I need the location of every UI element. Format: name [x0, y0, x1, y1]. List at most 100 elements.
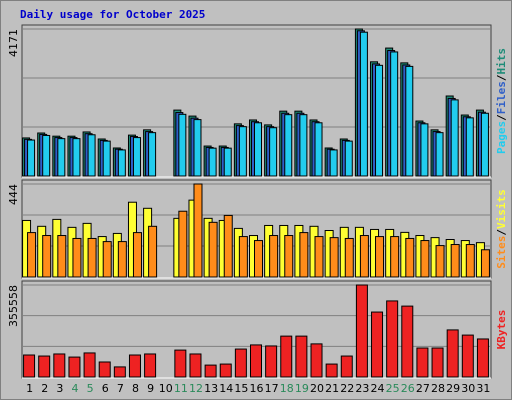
- bar: [223, 147, 232, 177]
- legend-separator: /: [495, 74, 508, 81]
- bar: [280, 335, 293, 378]
- bar: [435, 245, 445, 278]
- bar: [87, 237, 97, 278]
- bar: [401, 305, 414, 378]
- bar: [465, 117, 474, 177]
- bar: [254, 240, 263, 278]
- bar: [72, 138, 81, 177]
- bar: [102, 241, 112, 278]
- x-tick-label: 22: [340, 382, 354, 395]
- x-tick-label: 9: [147, 382, 154, 395]
- legend-entry: Pages: [495, 121, 508, 154]
- bar: [254, 122, 262, 177]
- bar: [53, 353, 66, 378]
- x-tick-label: 1: [26, 382, 33, 395]
- bar: [480, 112, 489, 177]
- bar: [87, 134, 96, 177]
- x-tick-label: 3: [56, 382, 63, 395]
- legend-entry: Hits: [495, 48, 508, 75]
- x-tick-label: 19: [295, 382, 309, 395]
- bar: [375, 236, 385, 278]
- bar: [238, 126, 247, 177]
- bar: [234, 348, 247, 378]
- bar: [344, 140, 353, 177]
- bar: [386, 300, 399, 378]
- bar: [102, 140, 111, 177]
- bar: [38, 355, 51, 378]
- bar: [390, 51, 399, 177]
- legend-entry: Sites: [495, 236, 508, 269]
- bar: [148, 225, 158, 278]
- bar: [117, 149, 126, 177]
- bar: [416, 347, 429, 378]
- bar: [189, 353, 202, 378]
- bar: [329, 237, 339, 278]
- bar: [42, 235, 52, 278]
- bar: [295, 335, 308, 378]
- bar: [299, 114, 308, 177]
- bar: [178, 210, 188, 278]
- bar: [310, 343, 323, 378]
- bar: [359, 235, 369, 278]
- bar: [420, 123, 429, 177]
- legend: Sites/Visits: [495, 189, 508, 269]
- bar: [405, 65, 414, 177]
- bar: [72, 237, 82, 278]
- bar: [435, 132, 444, 177]
- bar: [269, 127, 278, 177]
- bar: [174, 349, 187, 378]
- x-tick-label: 10: [159, 382, 173, 395]
- bar: [284, 235, 294, 278]
- bar: [219, 363, 232, 378]
- bar: [314, 236, 324, 278]
- bar: [208, 221, 218, 278]
- x-tick-label: 21: [325, 382, 339, 395]
- bar: [223, 214, 233, 278]
- x-tick-label: 16: [250, 382, 264, 395]
- bar: [193, 119, 202, 177]
- x-tick-label: 31: [476, 382, 490, 395]
- x-tick-label: 24: [371, 382, 385, 395]
- bar: [148, 132, 157, 177]
- bar: [480, 249, 490, 278]
- x-tick-label: 20: [310, 382, 324, 395]
- x-tick-label: 28: [431, 382, 445, 395]
- bar: [359, 31, 368, 177]
- x-tick-label: 7: [117, 382, 124, 395]
- bar: [265, 345, 278, 378]
- legend-separator: /: [495, 229, 508, 236]
- legend-separator: /: [495, 114, 508, 121]
- x-tick-label: 18: [280, 382, 294, 395]
- bar: [238, 236, 248, 278]
- legend-entry: Visits: [495, 189, 508, 229]
- bar: [132, 137, 141, 177]
- y-tick-label: 355558: [7, 285, 20, 327]
- x-tick-label: 27: [416, 382, 430, 395]
- legend: Pages/Files/Hits: [495, 48, 508, 154]
- bar: [420, 240, 430, 278]
- bar: [450, 244, 460, 278]
- bar: [113, 366, 126, 378]
- bar: [117, 241, 127, 278]
- bar: [299, 232, 309, 278]
- legend-entry: KBytes: [495, 310, 508, 350]
- x-tick-label: 11: [174, 382, 188, 395]
- bar: [42, 134, 51, 177]
- bar: [83, 352, 96, 378]
- x-tick-label: 26: [401, 382, 415, 395]
- bar: [476, 338, 489, 378]
- bar: [284, 114, 293, 177]
- bar: [344, 237, 354, 278]
- legend-entry: Files: [495, 81, 508, 114]
- y-tick-label: 444: [7, 184, 20, 205]
- bar: [446, 329, 459, 378]
- bar: [204, 364, 217, 378]
- bar: [23, 354, 36, 378]
- x-tick-label: 12: [189, 382, 203, 395]
- x-tick-label: 25: [386, 382, 400, 395]
- bar: [461, 334, 474, 378]
- bar: [375, 64, 384, 177]
- x-tick-label: 14: [219, 382, 233, 395]
